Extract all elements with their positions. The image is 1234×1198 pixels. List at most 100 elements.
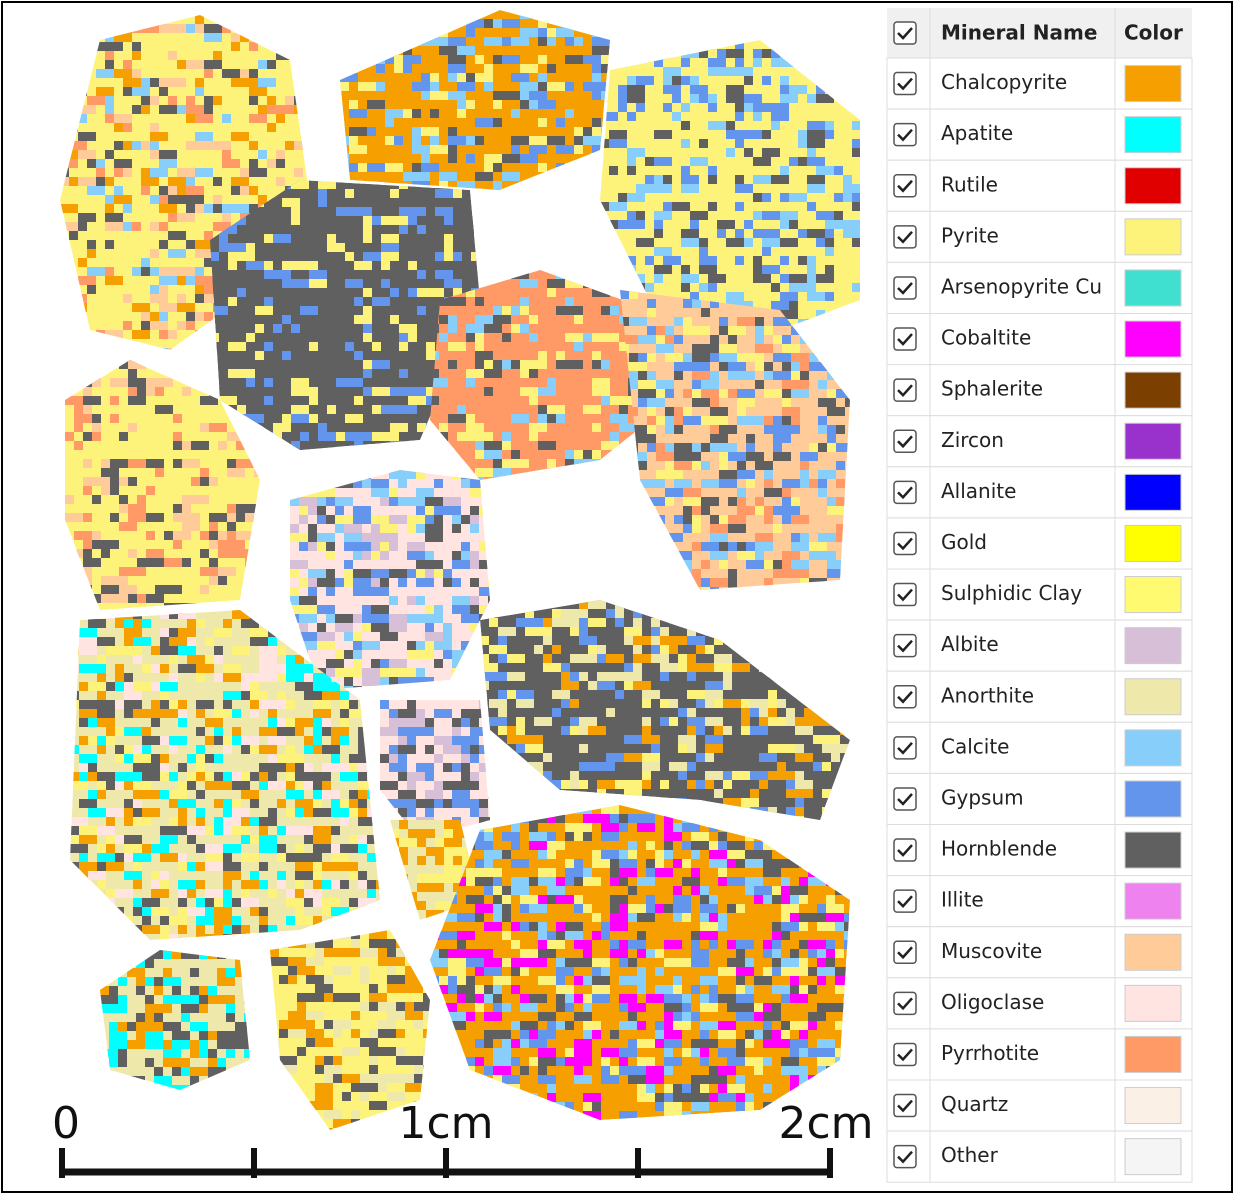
speckle bbox=[691, 850, 700, 859]
speckle bbox=[484, 342, 502, 351]
speckle bbox=[511, 109, 520, 118]
speckle bbox=[318, 225, 327, 234]
speckle bbox=[255, 387, 273, 396]
speckle bbox=[852, 283, 861, 292]
speckle bbox=[719, 362, 728, 371]
speckle bbox=[574, 823, 592, 832]
speckle bbox=[380, 754, 389, 763]
speckle bbox=[246, 261, 264, 270]
speckle bbox=[610, 414, 619, 423]
speckle bbox=[746, 434, 755, 443]
speckle bbox=[664, 1066, 673, 1075]
speckle bbox=[493, 118, 502, 127]
speckle bbox=[673, 1021, 682, 1030]
speckle bbox=[219, 243, 237, 252]
speckle bbox=[710, 551, 728, 560]
speckle bbox=[155, 387, 164, 396]
speckle bbox=[683, 524, 692, 533]
speckle bbox=[768, 789, 777, 798]
speckle bbox=[507, 672, 525, 681]
speckle bbox=[169, 916, 187, 925]
speckle bbox=[726, 49, 744, 58]
speckle bbox=[807, 130, 825, 139]
speckle bbox=[340, 718, 349, 727]
speckle bbox=[673, 1093, 682, 1102]
speckle bbox=[493, 100, 502, 109]
speckle bbox=[172, 1049, 181, 1058]
speckle bbox=[538, 37, 547, 46]
speckle bbox=[354, 315, 372, 324]
speckle bbox=[682, 823, 700, 832]
speckle bbox=[610, 940, 619, 949]
speckle bbox=[687, 636, 705, 645]
speckle bbox=[394, 163, 403, 172]
speckle bbox=[250, 700, 259, 709]
speckle bbox=[277, 691, 286, 700]
speckle bbox=[664, 841, 673, 850]
speckle bbox=[782, 416, 791, 425]
speckle bbox=[381, 432, 399, 441]
speckle bbox=[291, 315, 309, 324]
speckle bbox=[647, 308, 656, 317]
speckle bbox=[592, 967, 601, 976]
speckle bbox=[110, 459, 128, 468]
speckle bbox=[83, 432, 92, 441]
speckle bbox=[610, 913, 628, 922]
speckle bbox=[443, 650, 452, 659]
speckle bbox=[489, 645, 507, 654]
speckle bbox=[164, 450, 173, 459]
speckle bbox=[681, 229, 699, 238]
speckle bbox=[217, 1031, 235, 1040]
speckle bbox=[381, 405, 399, 414]
speckle bbox=[475, 55, 484, 64]
speckle bbox=[737, 551, 755, 560]
speckle bbox=[843, 184, 861, 193]
speckle bbox=[182, 387, 191, 396]
speckle bbox=[187, 835, 196, 844]
speckle bbox=[87, 285, 96, 294]
speckle bbox=[119, 504, 128, 513]
speckle bbox=[737, 488, 746, 497]
speckle bbox=[169, 790, 187, 799]
speckle bbox=[610, 1030, 619, 1039]
speckle bbox=[417, 189, 435, 198]
speckle bbox=[335, 515, 353, 524]
speckle bbox=[728, 425, 737, 434]
speckle bbox=[547, 378, 556, 387]
speckle bbox=[241, 925, 250, 934]
speckle bbox=[74, 432, 83, 441]
speckle bbox=[511, 351, 520, 360]
speckle bbox=[556, 976, 565, 985]
speckle bbox=[78, 222, 87, 231]
speckle bbox=[565, 450, 574, 459]
speckle bbox=[349, 163, 358, 172]
speckle bbox=[592, 913, 601, 922]
speckle bbox=[124, 628, 142, 637]
speckle bbox=[771, 247, 780, 256]
speckle bbox=[426, 883, 444, 892]
speckle bbox=[552, 636, 561, 645]
speckle bbox=[255, 414, 264, 423]
speckle bbox=[412, 145, 430, 154]
speckle bbox=[735, 67, 753, 76]
speckle bbox=[633, 636, 642, 645]
speckle bbox=[335, 524, 344, 533]
speckle bbox=[128, 495, 137, 504]
speckle bbox=[259, 844, 277, 853]
speckle bbox=[813, 762, 822, 771]
speckle bbox=[105, 60, 114, 69]
speckle bbox=[169, 673, 178, 682]
speckle bbox=[421, 163, 439, 172]
speckle bbox=[106, 781, 115, 790]
speckle bbox=[674, 470, 683, 479]
speckle bbox=[340, 880, 349, 889]
speckle bbox=[565, 109, 574, 118]
speckle bbox=[372, 216, 381, 225]
speckle bbox=[416, 718, 425, 727]
speckle bbox=[187, 637, 196, 646]
speckle bbox=[759, 780, 768, 789]
speckle bbox=[430, 82, 439, 91]
speckle bbox=[516, 726, 525, 735]
speckle bbox=[674, 407, 683, 416]
speckle bbox=[470, 772, 479, 781]
